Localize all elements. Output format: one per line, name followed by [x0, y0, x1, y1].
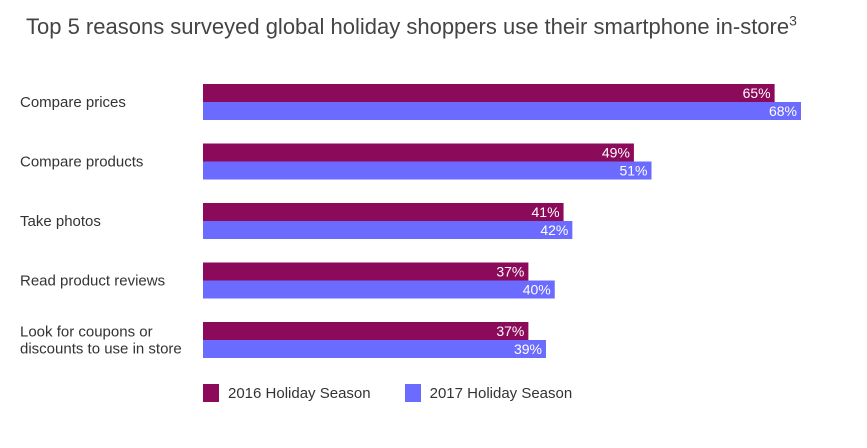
bar-2017: [203, 102, 801, 120]
bar-2017: [203, 280, 555, 299]
bar-2016: [203, 84, 775, 102]
category-label: Read product reviews: [20, 273, 165, 290]
legend-swatch-2017: [404, 384, 421, 402]
chart-title: Top 5 reasons surveyed global holiday sh…: [26, 12, 797, 39]
data-label: 68%: [769, 103, 797, 119]
data-label: 65%: [743, 85, 771, 101]
category-label: Compare prices: [20, 94, 126, 111]
bar-2017: [203, 221, 573, 239]
legend-item-2016: 2016 Holiday Season: [203, 384, 371, 402]
bar-2016: [203, 262, 529, 281]
legend-item-2017: 2017 Holiday Season: [404, 384, 573, 402]
legend: 2016 Holiday Season 2017 Holiday Season: [203, 384, 606, 402]
data-label: 39%: [514, 341, 542, 357]
bar-2017: [203, 161, 652, 180]
bar-2016: [203, 203, 564, 221]
title-footnote: 3: [789, 12, 797, 29]
category-label: Look for coupons or discounts to use in s…: [20, 324, 182, 358]
legend-label-2017: 2017 Holiday Season: [429, 384, 573, 402]
legend-label-2016: 2016 Holiday Season: [228, 384, 371, 402]
data-label: 41%: [532, 204, 560, 220]
category-label: Take photos: [20, 213, 101, 230]
bar-2016: [203, 143, 634, 162]
bar-2017: [203, 340, 546, 358]
data-label: 37%: [496, 323, 524, 339]
data-label: 42%: [540, 222, 568, 238]
data-label: 40%: [523, 282, 551, 298]
data-label: 49%: [602, 145, 630, 161]
category-label: Compare products: [20, 154, 143, 171]
bar-2016: [203, 322, 529, 340]
legend-swatch-2016: [203, 384, 219, 402]
data-label: 37%: [496, 264, 524, 280]
data-label: 51%: [619, 163, 647, 179]
